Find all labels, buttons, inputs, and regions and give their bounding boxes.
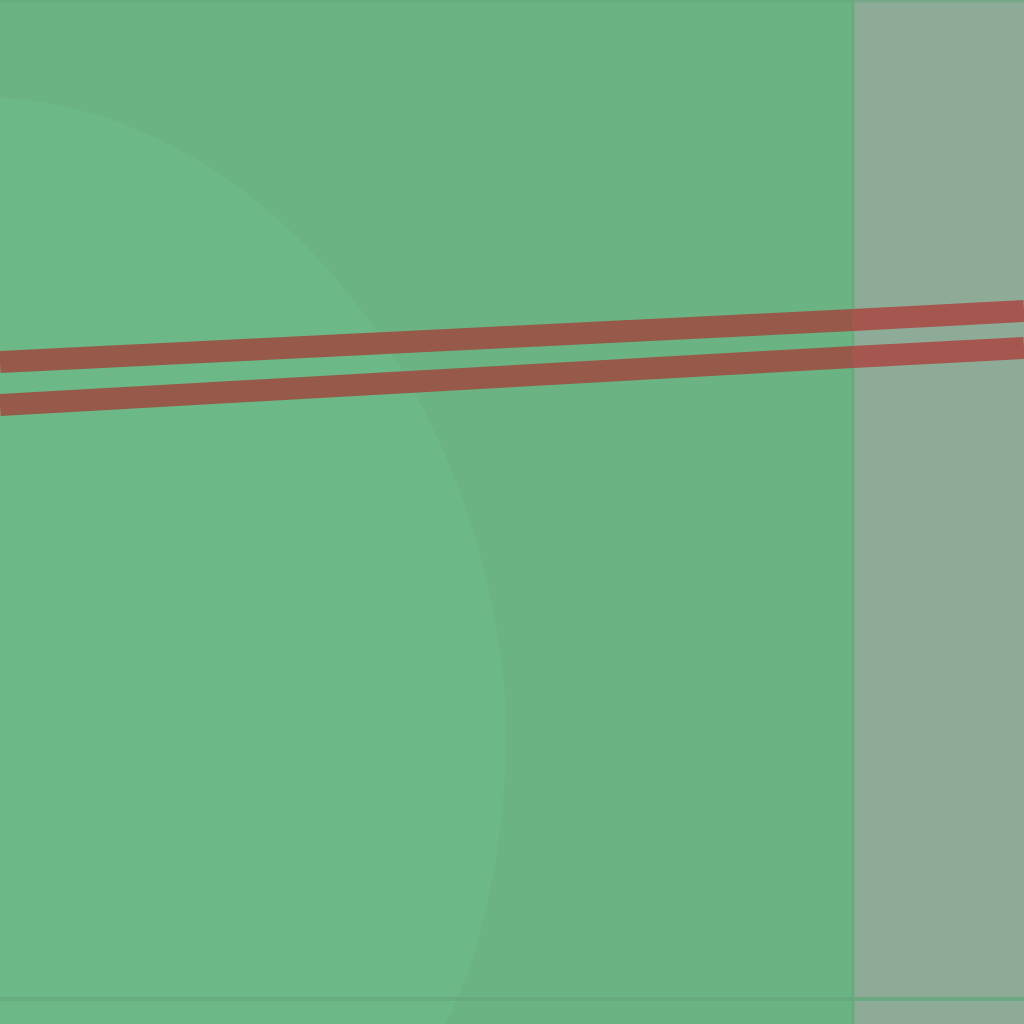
adjacent-area xyxy=(853,0,1024,1024)
open-area xyxy=(0,98,506,1024)
road-carriageway-south-east[interactable] xyxy=(852,337,1024,368)
dual-carriageway-road[interactable] xyxy=(0,300,1024,416)
road-carriageway-south[interactable] xyxy=(0,346,854,416)
road-carriageway-north-east[interactable] xyxy=(852,300,1024,331)
road-carriageway-north[interactable] xyxy=(0,309,854,373)
